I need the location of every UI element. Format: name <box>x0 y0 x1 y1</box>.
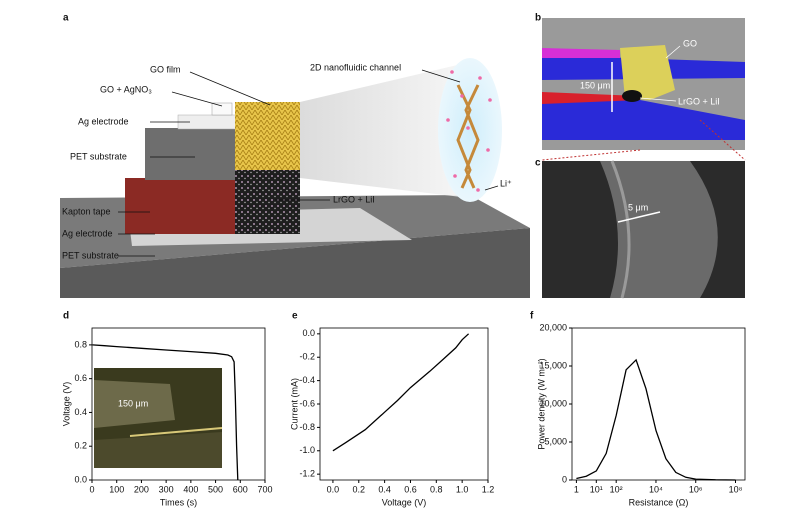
x-tick-label: 0.8 <box>430 484 443 494</box>
lrgo-lii <box>235 170 300 234</box>
y-tick-label: 0.0 <box>74 474 87 484</box>
panel-label: c <box>535 158 541 169</box>
x-tick-label: 10² <box>610 484 623 494</box>
label: Kapton tape <box>62 206 111 216</box>
label: PET substrate <box>62 250 119 260</box>
label: 5 μm <box>628 202 648 212</box>
y-tick-label: -0.4 <box>299 375 315 385</box>
x-tick-label: 700 <box>257 484 272 494</box>
x-tick-label: 0.4 <box>378 484 391 494</box>
x-axis-label: Times (s) <box>160 497 197 507</box>
x-tick-label: 600 <box>233 484 248 494</box>
label: GO + AgNO₃ <box>100 84 152 94</box>
panel-label: d <box>63 311 69 322</box>
pet-substrate <box>145 128 237 180</box>
data-line <box>332 333 470 452</box>
x-tick-label: 10⁶ <box>689 484 703 494</box>
label: Li⁺ <box>500 178 512 188</box>
y-tick-label: -1.0 <box>299 445 315 455</box>
plot-frame <box>91 327 266 481</box>
micrograph-b <box>542 18 745 150</box>
y-tick-label: -0.6 <box>299 398 315 408</box>
y-tick-label: 0.6 <box>74 373 87 383</box>
y-tick-label: 20,000 <box>539 322 567 332</box>
y-tick-label: 0.0 <box>302 328 315 338</box>
x-tick-label: 0.6 <box>404 484 417 494</box>
schematic <box>60 58 530 298</box>
plot-frame <box>319 327 489 481</box>
y-axis-label: Current (mA) <box>289 378 299 430</box>
go-agno3 <box>211 102 233 116</box>
panel-label: e <box>292 311 298 322</box>
x-tick-label: 0.2 <box>353 484 366 494</box>
zoom-cone <box>300 62 470 198</box>
label: Ag electrode <box>78 116 129 126</box>
x-tick-label: 10⁴ <box>649 484 663 494</box>
x-tick-label: 10¹ <box>590 484 603 494</box>
x-tick-label: 1 <box>574 484 579 494</box>
micrograph-c <box>542 160 745 299</box>
channel-sheets <box>456 84 480 189</box>
x-tick-label: 10⁸ <box>729 484 743 494</box>
label: LrGO + LiI <box>678 96 720 106</box>
base-front <box>60 228 530 298</box>
y-tick-label: 5,000 <box>544 436 567 446</box>
y-axis-label: Voltage (V) <box>61 382 71 427</box>
label: GO <box>683 38 697 48</box>
y-tick-label: 0.4 <box>74 407 87 417</box>
plot-frame <box>571 327 746 481</box>
go-film <box>235 102 300 178</box>
label: LrGO + LiI <box>333 194 375 204</box>
label: PET substrate <box>70 151 127 161</box>
y-tick-label: 10,000 <box>539 398 567 408</box>
x-tick-label: 200 <box>134 484 149 494</box>
x-tick-label: 0 <box>89 484 94 494</box>
y-tick-label: -0.8 <box>299 422 315 432</box>
x-axis-label: Resistance (Ω) <box>629 497 689 507</box>
label: 150 μm <box>580 80 610 90</box>
label: 2D nanofluidic channel <box>310 62 401 72</box>
x-tick-label: 300 <box>159 484 174 494</box>
ions <box>446 70 492 192</box>
channel-glow <box>438 58 502 202</box>
y-tick-label: -0.2 <box>299 352 315 362</box>
y-tick-label: 0.8 <box>74 339 87 349</box>
kapton-tape <box>125 178 240 234</box>
x-tick-label: 1.2 <box>482 484 495 494</box>
x-tick-label: 0.0 <box>327 484 340 494</box>
y-tick-label: 0 <box>562 474 567 484</box>
x-tick-label: 100 <box>109 484 124 494</box>
panel-label: a <box>63 13 69 24</box>
x-tick-label: 500 <box>208 484 223 494</box>
zoom-line <box>541 149 641 161</box>
inset-label: 150 μm <box>118 398 148 408</box>
inset-photo <box>94 368 223 468</box>
y-axis-label: Power density (W m⁻²) <box>536 358 546 449</box>
x-axis-label: Voltage (V) <box>382 497 427 507</box>
x-tick-label: 400 <box>183 484 198 494</box>
data-line <box>576 358 736 481</box>
x-tick-label: 1.0 <box>456 484 469 494</box>
y-tick-label: 0.2 <box>74 441 87 451</box>
label: GO film <box>150 64 181 74</box>
panel-label: f <box>530 311 534 322</box>
panel-label: b <box>535 13 541 24</box>
label: Ag electrode <box>62 228 113 238</box>
y-tick-label: -1.2 <box>299 469 315 479</box>
y-tick-label: 15,000 <box>539 360 567 370</box>
data-line <box>92 344 239 481</box>
